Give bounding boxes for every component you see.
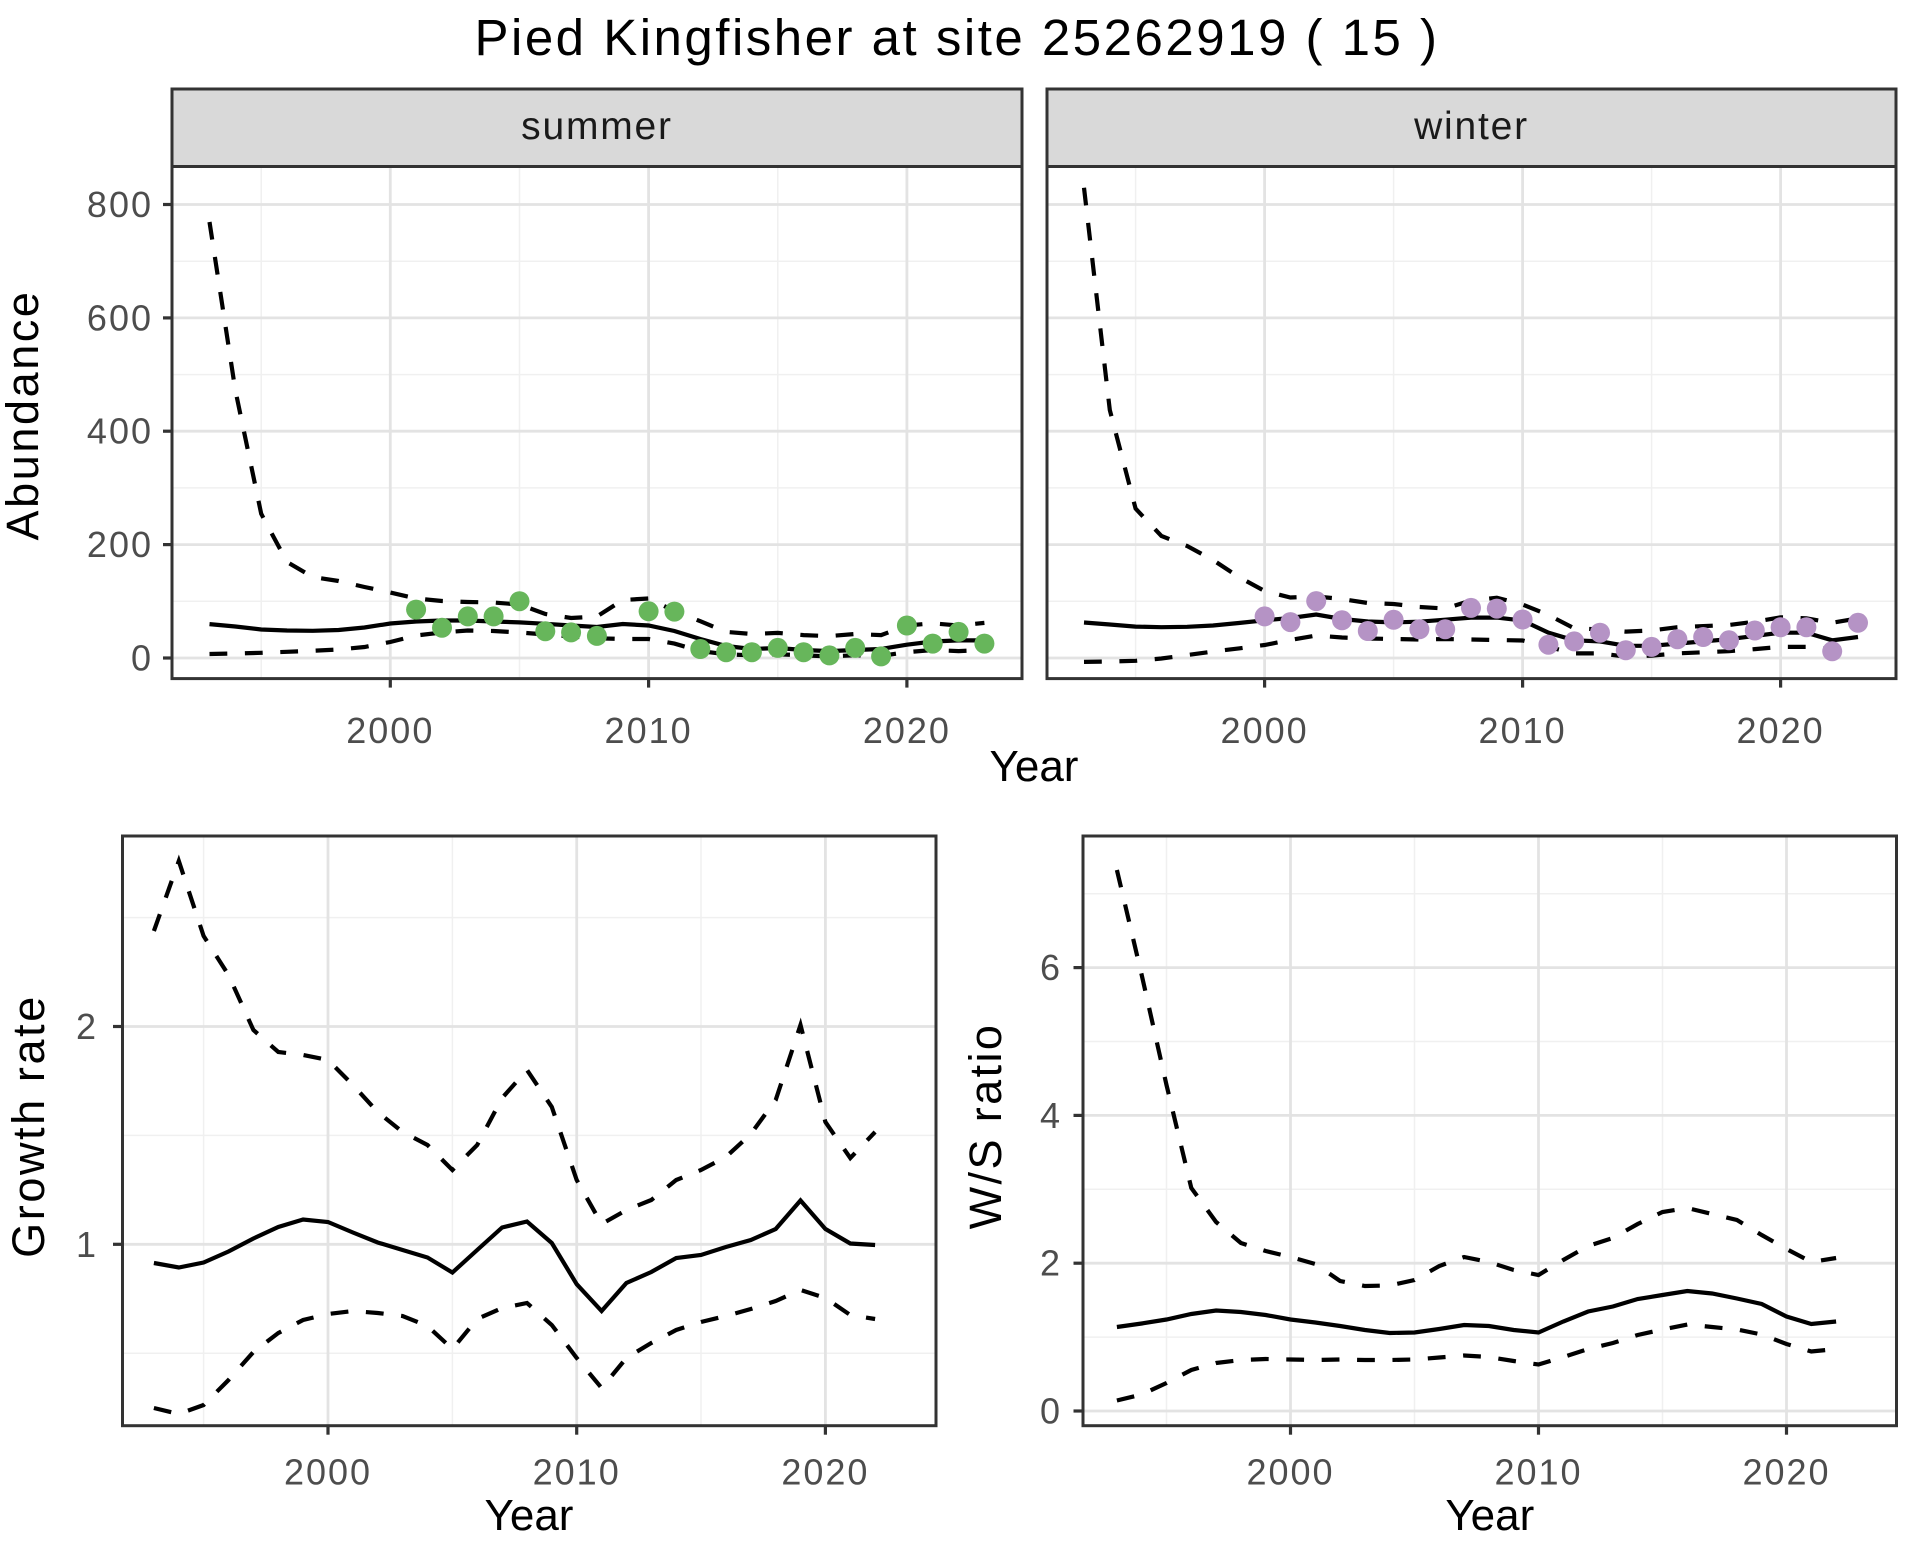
svg-text:Year: Year (1445, 1491, 1534, 1540)
svg-text:Pied Kingfisher at site 252629: Pied Kingfisher at site 25262919 ( 15 ) (474, 9, 1439, 66)
svg-text:2020: 2020 (1737, 710, 1825, 751)
svg-text:600: 600 (87, 297, 153, 338)
svg-text:Year: Year (485, 1491, 574, 1540)
svg-text:2: 2 (1040, 1243, 1062, 1284)
svg-text:400: 400 (87, 411, 153, 452)
svg-text:2010: 2010 (605, 710, 693, 751)
svg-text:2010: 2010 (1494, 1452, 1582, 1493)
svg-text:2000: 2000 (1246, 1452, 1334, 1493)
svg-text:0: 0 (131, 638, 153, 679)
svg-text:6: 6 (1040, 947, 1062, 988)
svg-text:0: 0 (1040, 1391, 1062, 1432)
svg-text:1: 1 (76, 1224, 98, 1265)
svg-text:winter: winter (1413, 105, 1529, 148)
svg-text:2: 2 (76, 1006, 98, 1047)
svg-text:2020: 2020 (863, 710, 951, 751)
svg-text:2010: 2010 (533, 1452, 621, 1493)
svg-text:2000: 2000 (1221, 710, 1309, 751)
svg-text:2000: 2000 (284, 1452, 372, 1493)
svg-text:2020: 2020 (781, 1452, 869, 1493)
svg-text:W/S ratio: W/S ratio (960, 1023, 1011, 1230)
svg-text:Abundance: Abundance (0, 289, 48, 540)
svg-text:800: 800 (87, 184, 153, 225)
svg-text:Growth rate: Growth rate (3, 994, 54, 1258)
svg-text:2010: 2010 (1479, 710, 1567, 751)
svg-text:2000: 2000 (346, 710, 434, 751)
svg-text:Year: Year (990, 742, 1079, 791)
svg-text:200: 200 (87, 524, 153, 565)
svg-text:2020: 2020 (1742, 1452, 1830, 1493)
svg-text:4: 4 (1040, 1095, 1062, 1136)
svg-text:summer: summer (521, 105, 673, 148)
